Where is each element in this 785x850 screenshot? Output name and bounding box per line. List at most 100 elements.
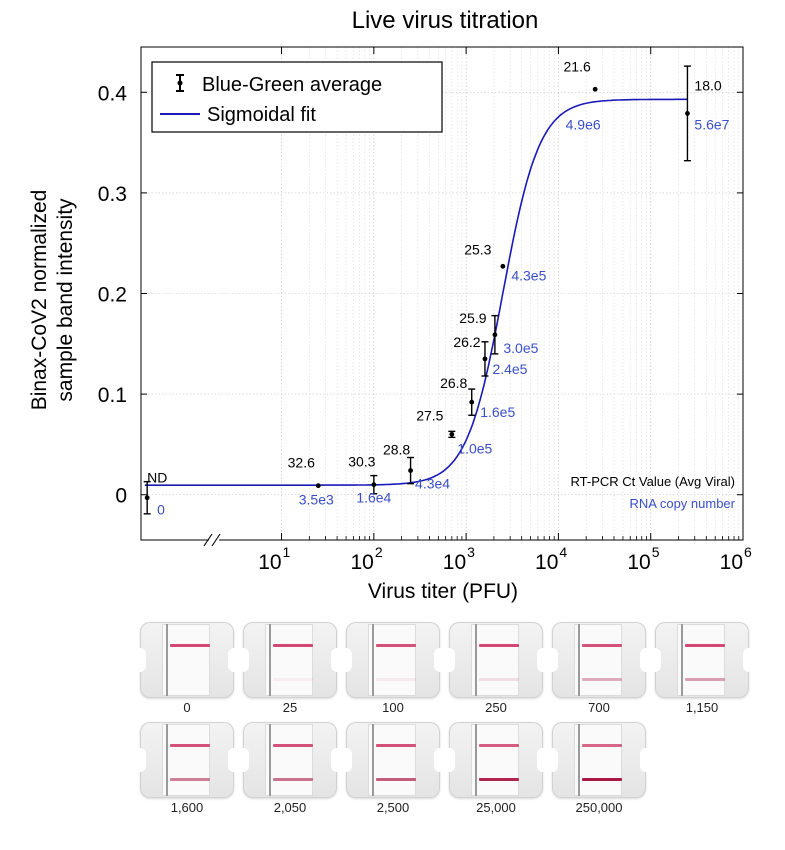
axis-break-mark bbox=[211, 533, 221, 547]
chart-title: Live virus titration bbox=[352, 7, 539, 34]
cassette-notch bbox=[546, 748, 558, 772]
legend-errorbar-icon bbox=[176, 74, 184, 92]
ct-value-label: 25.9 bbox=[459, 310, 486, 326]
x-tick-label: 10 bbox=[350, 551, 373, 574]
legend-entry-blue-green: Blue-Green average bbox=[202, 74, 382, 96]
y-axis-label-line1: Binax-CoV2 normalized bbox=[28, 190, 51, 411]
sample-line-band bbox=[582, 778, 622, 781]
rna-copy-label: 3.0e5 bbox=[503, 340, 538, 356]
strip-titer-label: 25 bbox=[282, 700, 298, 715]
x-tick-label: 10 bbox=[535, 551, 558, 574]
data-point bbox=[469, 399, 475, 405]
result-window bbox=[574, 624, 622, 696]
strip-titer-label: 250,000 bbox=[575, 800, 623, 815]
strip-titer-label: 1,150 bbox=[685, 700, 719, 715]
x-tick-exponent: 3 bbox=[467, 544, 475, 560]
ct-value-label: 30.3 bbox=[348, 454, 375, 470]
x-tick-exponent: 5 bbox=[652, 544, 660, 560]
strip-titer-label: 250 bbox=[485, 700, 507, 715]
test-cassette bbox=[443, 722, 549, 798]
result-window bbox=[471, 724, 519, 796]
control-line-band bbox=[170, 744, 210, 747]
sample-line-band bbox=[479, 678, 519, 681]
result-window bbox=[368, 624, 416, 696]
window-edge-line bbox=[372, 724, 374, 796]
test-cassette bbox=[237, 722, 343, 798]
ct-value-label: 26.2 bbox=[453, 334, 480, 350]
y-tick-label: 0.2 bbox=[98, 284, 127, 307]
legend: Blue-Green average Sigmoidal fit bbox=[151, 61, 443, 133]
data-point bbox=[492, 332, 498, 338]
test-strip: 700 bbox=[546, 622, 652, 715]
sample-line-band bbox=[376, 678, 416, 681]
data-point bbox=[144, 495, 150, 501]
cassette-notch bbox=[546, 648, 558, 672]
window-edge-line bbox=[578, 724, 580, 796]
control-line-band bbox=[376, 644, 416, 647]
cassette-notch bbox=[237, 648, 249, 672]
strip-titer-label: 0 bbox=[183, 700, 191, 715]
sample-line-band bbox=[273, 678, 313, 681]
sigmoidal-fit-line bbox=[144, 98, 688, 486]
control-line-band bbox=[273, 744, 313, 747]
control-line-band bbox=[376, 744, 416, 747]
cassette-notch bbox=[649, 648, 661, 672]
result-window bbox=[162, 724, 210, 796]
result-window bbox=[265, 724, 313, 796]
data-point bbox=[449, 431, 455, 437]
test-cassette bbox=[546, 722, 652, 798]
rna-copy-label: 1.6e5 bbox=[480, 404, 515, 420]
result-window bbox=[368, 724, 416, 796]
y-tick-label: 0.4 bbox=[98, 82, 128, 105]
x-axis-label: Virus titer (PFU) bbox=[368, 580, 518, 603]
cassette-notch bbox=[134, 748, 146, 772]
control-line-band bbox=[582, 744, 622, 747]
result-window bbox=[574, 724, 622, 796]
data-point bbox=[482, 356, 488, 362]
x-tick-label: 10 bbox=[720, 551, 743, 574]
rna-copy-label: 4.9e6 bbox=[566, 116, 601, 132]
result-window bbox=[162, 624, 210, 696]
legend-box bbox=[151, 61, 443, 133]
data-point bbox=[315, 483, 321, 489]
ct-value-label: ND bbox=[147, 470, 167, 486]
x-tick-label: 10 bbox=[443, 551, 466, 574]
control-line-band bbox=[479, 744, 519, 747]
data-point bbox=[408, 468, 413, 473]
axis-break-gap bbox=[209, 537, 219, 543]
window-edge-line bbox=[475, 624, 477, 696]
rna-copy-label: 1.0e5 bbox=[457, 440, 492, 456]
sample-line-band bbox=[273, 778, 313, 781]
titration-chart: Live virus titration 00.10.20.30.410 1 10 2… bbox=[28, 7, 752, 603]
test-strip: 250,000 bbox=[546, 722, 652, 815]
result-window bbox=[677, 624, 725, 696]
data-point bbox=[371, 482, 377, 488]
test-strip: 0 bbox=[134, 622, 240, 715]
strip-titer-label: 1,600 bbox=[170, 800, 204, 815]
strip-titer-label: 700 bbox=[588, 700, 610, 715]
test-cassette bbox=[340, 622, 446, 698]
test-cassette bbox=[340, 722, 446, 798]
result-window bbox=[265, 624, 313, 696]
control-line-band bbox=[479, 644, 519, 647]
test-cassette bbox=[134, 622, 240, 698]
x-tick-label: 10 bbox=[627, 551, 650, 574]
rna-copy-label: 5.6e7 bbox=[694, 116, 729, 132]
ct-value-label: 21.6 bbox=[564, 58, 591, 74]
sample-line-band bbox=[479, 778, 519, 781]
window-edge-line bbox=[269, 624, 271, 696]
rna-copy-label: 4.3e5 bbox=[511, 267, 546, 283]
rna-copy-label: 3.5e3 bbox=[299, 492, 334, 508]
rna-copy-label: 2.4e5 bbox=[492, 361, 527, 377]
cassette-notch bbox=[134, 648, 146, 672]
test-cassette bbox=[237, 622, 343, 698]
axis-break-mark bbox=[203, 533, 213, 547]
y-axis-label-line2: sample band intensity bbox=[54, 198, 77, 402]
legend-entry-sigmoidal-fit: Sigmoidal fit bbox=[207, 104, 316, 126]
cassette-notch bbox=[340, 748, 352, 772]
test-strip: 2,500 bbox=[340, 722, 446, 815]
cassette-notch bbox=[340, 648, 352, 672]
window-edge-line bbox=[166, 724, 168, 796]
window-edge-line bbox=[681, 624, 683, 696]
window-edge-line bbox=[578, 624, 580, 696]
